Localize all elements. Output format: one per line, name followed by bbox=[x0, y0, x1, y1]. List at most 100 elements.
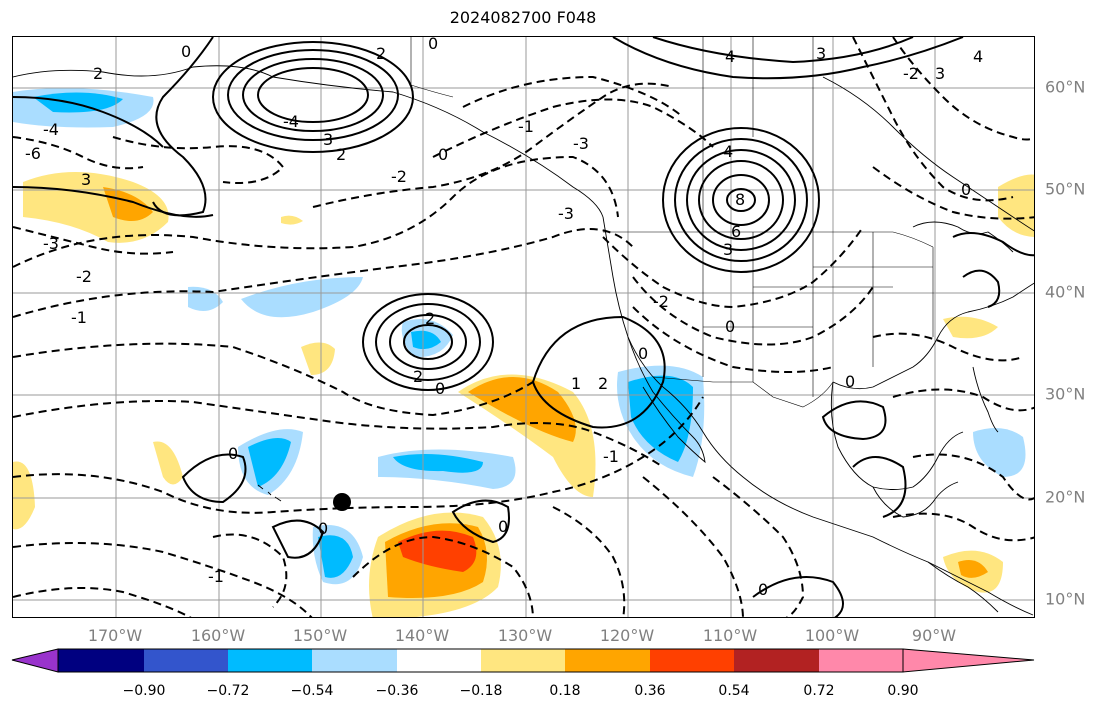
lon-label: 150°W bbox=[292, 626, 348, 645]
contour-negative bbox=[632, 306, 834, 373]
contour-high-canada bbox=[662, 127, 820, 273]
contour-label: 4 bbox=[723, 142, 733, 161]
contour-label: -1 bbox=[518, 117, 534, 136]
contour-high-canada bbox=[726, 188, 756, 212]
contour-labels: 0 2 4 3 2 0 -2 3 -4 4 8 6 3 2 0 2 0 -1 -… bbox=[25, 37, 983, 599]
lon-label: 170°W bbox=[87, 626, 143, 645]
contour-negative bbox=[712, 476, 805, 617]
contour-label: -1 bbox=[208, 567, 224, 586]
canada-east bbox=[822, 76, 1034, 232]
contour-label: -6 bbox=[25, 144, 41, 163]
shade-pos-light bbox=[943, 316, 998, 339]
colorbar-bin bbox=[819, 649, 903, 672]
colorbar-bin bbox=[481, 649, 565, 672]
shade-neg-light bbox=[241, 277, 363, 318]
shade-neg-mid bbox=[248, 438, 291, 487]
map-canvas: 0 2 4 3 2 0 -2 3 -4 4 8 6 3 2 0 2 0 -1 -… bbox=[13, 37, 1034, 617]
lon-label: 130°W bbox=[497, 626, 553, 645]
contour-label: 1 bbox=[571, 374, 581, 393]
contour-positive bbox=[531, 315, 666, 429]
contour-label: -2 bbox=[76, 267, 92, 286]
colorbar-tick-label: −0.90 bbox=[122, 683, 166, 699]
contour-label: 0 bbox=[438, 145, 448, 164]
contour-positive bbox=[271, 519, 325, 559]
contour-label: 8 bbox=[735, 190, 745, 209]
contour-negative bbox=[352, 535, 534, 617]
lat-label: 20°N bbox=[1045, 487, 1086, 507]
lat-label: 60°N bbox=[1045, 77, 1086, 97]
contour-label: 0 bbox=[638, 344, 648, 363]
contour-high-subtropical bbox=[375, 303, 481, 381]
colorbar-tick-label: −0.18 bbox=[459, 683, 503, 699]
chart-title: 2024082700 F048 bbox=[449, 8, 597, 27]
contour-negative bbox=[13, 396, 704, 514]
contour-negative bbox=[13, 400, 664, 468]
colorbar-tick-label: 0.18 bbox=[549, 683, 581, 699]
contour-label: -1 bbox=[603, 447, 619, 466]
contour-label: -4 bbox=[283, 112, 299, 131]
contour-label: 0 bbox=[428, 37, 438, 53]
map-panel: 0 2 4 3 2 0 -2 3 -4 4 8 6 3 2 0 2 0 -1 -… bbox=[12, 36, 1035, 618]
contour-label: 3 bbox=[935, 64, 945, 83]
colorbar-tick-label: −0.72 bbox=[206, 683, 250, 699]
contour-positive bbox=[752, 576, 844, 617]
contour-negative bbox=[872, 332, 1024, 362]
contour-label: 0 bbox=[498, 517, 508, 536]
colorbar-extend-high bbox=[902, 648, 1035, 673]
contour-label: 0 bbox=[318, 519, 328, 538]
colorbar-bin bbox=[734, 649, 819, 672]
colorbar-bin bbox=[58, 649, 144, 672]
contour-negative bbox=[892, 388, 1034, 412]
contour-label: 0 bbox=[961, 180, 971, 199]
contour-label: 2 bbox=[376, 44, 386, 63]
contour-label: -2 bbox=[391, 167, 407, 186]
colorbar-tick-label: −0.36 bbox=[375, 683, 419, 699]
colorbar-bin bbox=[650, 649, 734, 672]
contour-label: 0 bbox=[181, 42, 191, 61]
contour-positive bbox=[612, 37, 964, 80]
contour-label: -2 bbox=[903, 64, 919, 83]
solid-contours bbox=[13, 37, 1034, 617]
contour-label: 0 bbox=[228, 444, 238, 463]
contour-negative bbox=[552, 506, 626, 617]
lon-label: 140°W bbox=[394, 626, 450, 645]
contour-label: 0 bbox=[725, 317, 735, 336]
contour-negative bbox=[462, 75, 684, 118]
contour-high-gulf-of-alaska bbox=[227, 49, 399, 141]
colorbar-tick-label: 0.54 bbox=[718, 683, 750, 699]
shade-pos-strong bbox=[398, 530, 477, 572]
shade-pos-light bbox=[281, 215, 303, 225]
contour-positive bbox=[962, 269, 1001, 308]
canada-province-lines bbox=[702, 37, 814, 232]
contour-label: 4 bbox=[725, 47, 735, 66]
contour-high-canada bbox=[712, 174, 770, 226]
contour-positive bbox=[152, 37, 214, 217]
colorbar-tick-label: 0.36 bbox=[634, 683, 666, 699]
lon-label: 90°W bbox=[911, 626, 957, 645]
contour-negative bbox=[892, 37, 1034, 141]
contour-negative bbox=[112, 136, 285, 184]
shade-pos-mid bbox=[468, 377, 576, 442]
contour-negative bbox=[312, 82, 674, 208]
contour-positive bbox=[952, 232, 1034, 257]
contour-label: 0 bbox=[435, 379, 445, 398]
colorbar-tick-label: −0.54 bbox=[290, 683, 334, 699]
shading-layer bbox=[13, 88, 1034, 617]
contour-high-subtropical bbox=[362, 293, 494, 391]
alaska-coast bbox=[13, 65, 604, 218]
contour-high-subtropical bbox=[403, 324, 453, 360]
contour-positive bbox=[451, 499, 510, 544]
lat-label: 40°N bbox=[1045, 282, 1086, 302]
shade-neg-mid bbox=[628, 375, 693, 462]
lat-label: 50°N bbox=[1045, 179, 1086, 199]
gulf-of-mexico-coast bbox=[832, 282, 1034, 390]
contour-negative bbox=[632, 276, 874, 346]
contour-label: -3 bbox=[558, 204, 574, 223]
contour-label: 2 bbox=[598, 374, 608, 393]
contour-negative bbox=[13, 587, 192, 617]
us-state-lines bbox=[702, 232, 934, 397]
colorbar bbox=[11, 648, 1035, 673]
contour-negative bbox=[13, 155, 619, 268]
contour-negative bbox=[13, 228, 634, 318]
contour-positive bbox=[852, 456, 907, 518]
